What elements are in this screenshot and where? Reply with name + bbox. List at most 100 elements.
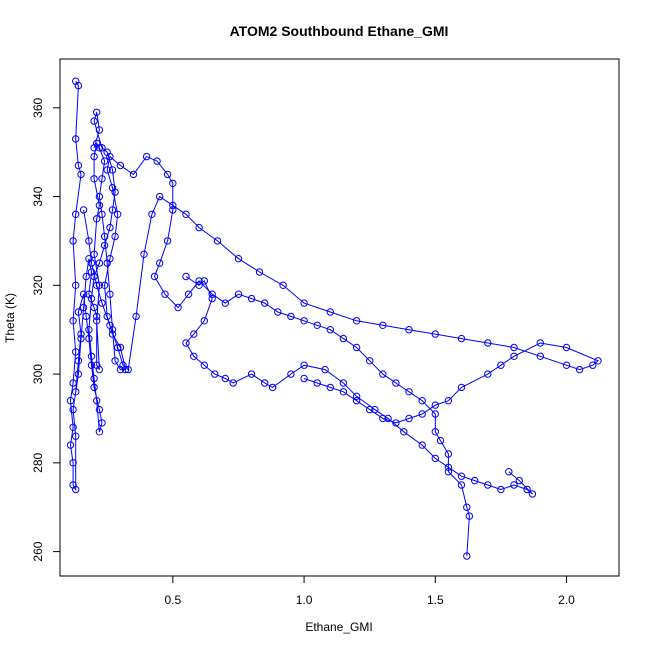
data-point <box>326 308 334 316</box>
data-point <box>431 454 439 463</box>
data-point <box>234 255 243 263</box>
data-point <box>352 392 361 400</box>
data-point <box>234 290 243 298</box>
data-point <box>562 343 571 352</box>
data-point <box>108 206 117 214</box>
data-point <box>379 370 387 378</box>
data-point <box>287 370 295 378</box>
data-point <box>313 379 321 387</box>
data-point <box>457 334 466 343</box>
data-point <box>444 397 453 405</box>
data-point <box>74 161 83 170</box>
data-point <box>108 330 117 338</box>
data-point <box>103 148 111 156</box>
data-point <box>195 277 203 285</box>
y-tick-label: 260 <box>31 541 45 561</box>
data-point <box>405 388 413 396</box>
data-point <box>100 157 109 165</box>
data-point <box>431 330 439 338</box>
data-point <box>339 388 348 396</box>
data-point <box>87 259 96 267</box>
data-point <box>74 370 83 378</box>
data-point <box>523 485 531 494</box>
data-point <box>300 374 308 383</box>
data-point <box>300 361 308 369</box>
data-point <box>111 188 119 196</box>
data-point <box>575 365 584 374</box>
series-line-3 <box>185 276 533 495</box>
data-point <box>66 397 75 405</box>
x-tick-label: 0.5 <box>165 593 182 607</box>
data-point <box>444 463 453 471</box>
data-point <box>93 317 101 325</box>
data-point <box>163 237 172 245</box>
series-line-4 <box>75 112 116 432</box>
data-point <box>352 343 361 352</box>
data-point <box>287 312 295 321</box>
data-point <box>66 441 75 449</box>
data-point <box>74 357 83 365</box>
data-point <box>431 401 439 409</box>
data-point <box>103 166 111 174</box>
data-point <box>352 317 361 325</box>
data-point <box>339 379 348 387</box>
data-point <box>326 383 334 392</box>
data-point <box>200 361 209 369</box>
data-point <box>100 281 109 289</box>
data-point <box>300 317 308 325</box>
data-point <box>510 481 518 489</box>
data-point <box>221 374 230 383</box>
data-point <box>321 365 329 374</box>
series-line-2 <box>83 195 599 424</box>
data-point <box>589 361 597 369</box>
data-point <box>82 272 90 281</box>
data-point <box>418 441 426 449</box>
data-point <box>528 490 537 498</box>
y-tick-label: 300 <box>31 364 45 384</box>
data-point <box>106 290 114 298</box>
data-point <box>444 450 453 458</box>
y-tick-label: 280 <box>31 453 45 473</box>
data-point <box>103 312 111 321</box>
data-point <box>182 272 190 281</box>
data-point <box>95 192 104 201</box>
data-point <box>116 161 125 170</box>
data-point <box>161 290 169 298</box>
y-axis-label: Theta (K) <box>3 293 17 343</box>
data-point <box>93 397 101 405</box>
data-point <box>74 81 83 90</box>
chart-title: ATOM2 Southbound Ethane_GMI <box>230 23 449 39</box>
y-tick-label: 360 <box>31 97 45 117</box>
data-point <box>261 379 269 387</box>
data-point <box>510 343 518 352</box>
data-point <box>457 481 466 489</box>
data-point <box>72 210 80 219</box>
data-point <box>69 317 77 325</box>
data-point <box>90 374 98 383</box>
data-point <box>85 334 93 343</box>
data-point <box>93 108 101 117</box>
data-point <box>106 223 114 232</box>
data-point <box>95 126 104 134</box>
data-point <box>95 405 104 414</box>
data-point <box>98 299 106 307</box>
data-point <box>156 259 164 267</box>
data-point <box>195 223 203 232</box>
data-point <box>247 294 256 303</box>
data-point <box>463 503 471 511</box>
data-point <box>182 210 190 219</box>
data-point <box>200 277 209 285</box>
data-point <box>87 361 96 369</box>
data-point <box>195 281 203 289</box>
data-point <box>79 290 88 298</box>
data-point <box>405 414 413 423</box>
data-point <box>129 170 138 179</box>
data-point <box>418 410 426 418</box>
data-point <box>106 255 114 263</box>
data-point <box>111 357 119 365</box>
data-point <box>90 152 98 161</box>
data-point <box>229 379 237 387</box>
series-line-1 <box>69 80 470 557</box>
data-point <box>536 339 544 347</box>
